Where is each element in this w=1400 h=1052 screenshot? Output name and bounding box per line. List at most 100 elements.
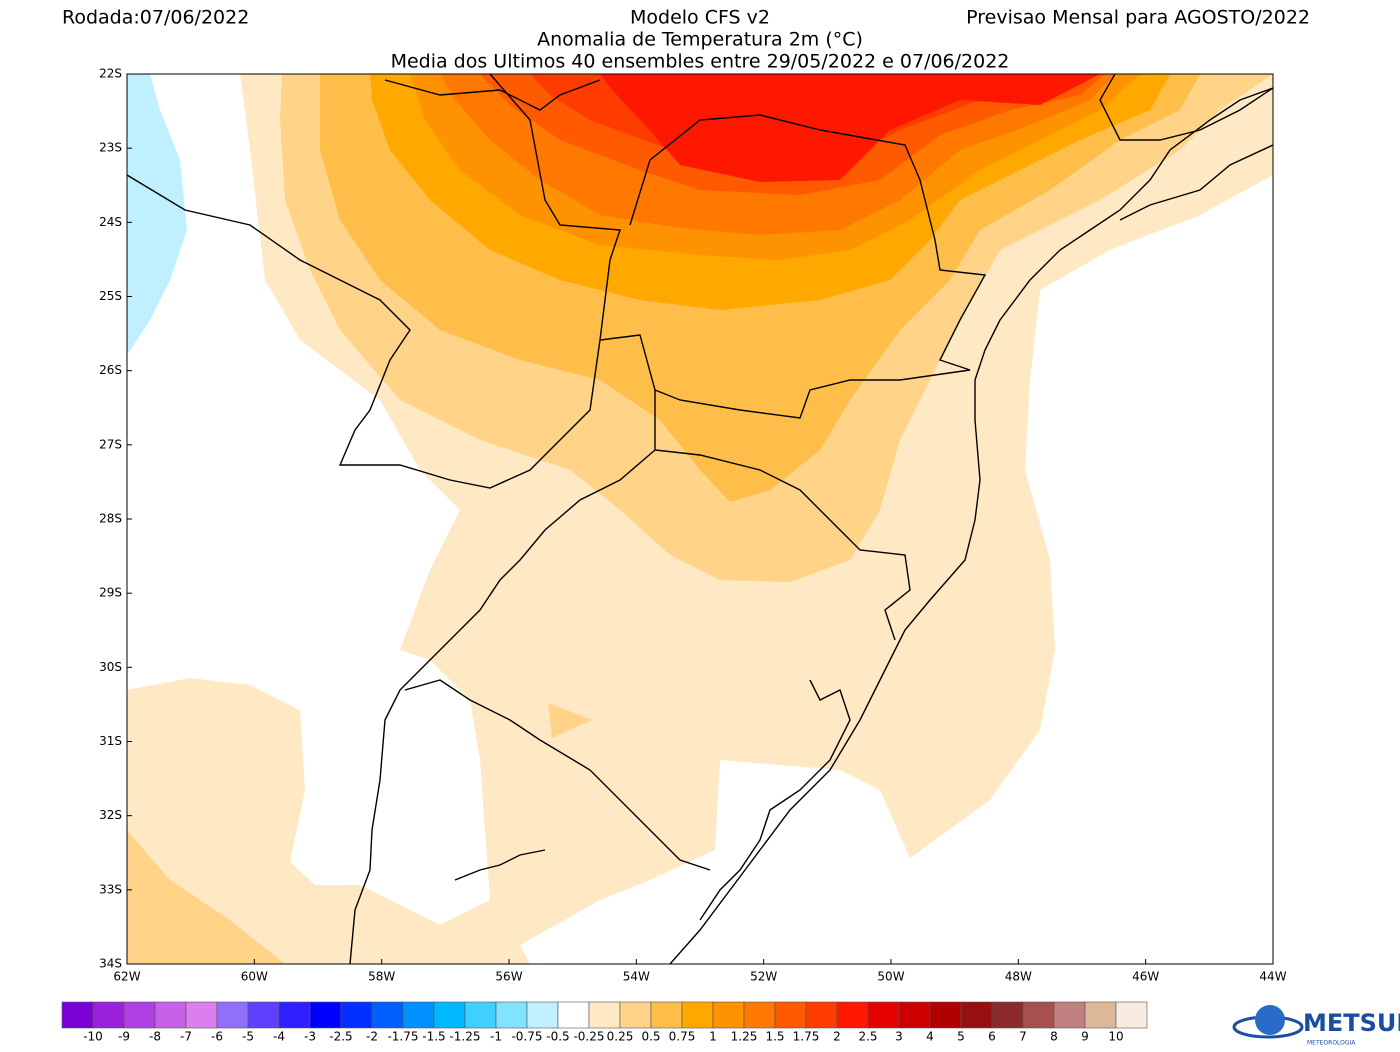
forecast: Previsao Mensal para AGOSTO/2022 bbox=[966, 7, 1310, 29]
colorbar-label: -2.5 bbox=[329, 1030, 352, 1044]
map-fill bbox=[127, 74, 1273, 964]
lat-label: 23S bbox=[99, 141, 122, 155]
colorbar-label: -0.75 bbox=[511, 1030, 542, 1044]
colorbar-box bbox=[743, 1001, 776, 1029]
lat-label: 34S bbox=[99, 957, 122, 971]
lat-label: 29S bbox=[99, 586, 122, 600]
colorbar-box bbox=[216, 1001, 249, 1029]
colorbar-label: 3 bbox=[895, 1030, 903, 1044]
lat-label: 30S bbox=[99, 660, 122, 674]
colorbar-box bbox=[309, 1001, 342, 1029]
colorbar-box bbox=[991, 1001, 1024, 1029]
colorbar-label: 2 bbox=[833, 1030, 841, 1044]
colorbar-label: -2 bbox=[366, 1030, 378, 1044]
colorbar-box bbox=[929, 1001, 962, 1029]
colorbar-box bbox=[464, 1001, 497, 1029]
lon-label: 50W bbox=[877, 970, 904, 984]
lat-label: 32S bbox=[99, 808, 122, 822]
colorbar-box bbox=[712, 1001, 745, 1029]
colorbar-label: 1.5 bbox=[765, 1030, 784, 1044]
logo-globe bbox=[1255, 1005, 1285, 1035]
colorbar-box bbox=[588, 1001, 621, 1029]
colorbar-label: 1.25 bbox=[731, 1030, 758, 1044]
colorbar-label: -10 bbox=[83, 1030, 103, 1044]
subtitle2: Media dos Ultimos 40 ensembles entre 29/… bbox=[391, 51, 1010, 73]
colorbar-box bbox=[92, 1001, 125, 1029]
lon-label: 54W bbox=[623, 970, 650, 984]
lon-label: 60W bbox=[241, 970, 268, 984]
lon-label: 56W bbox=[495, 970, 522, 984]
colorbar-label: 6 bbox=[988, 1030, 996, 1044]
colorbar-label: 1 bbox=[709, 1030, 717, 1044]
colorbar-label: 4 bbox=[926, 1030, 934, 1044]
lon-label: 58W bbox=[368, 970, 395, 984]
colorbar-box bbox=[557, 1001, 590, 1029]
colorbar-label: -9 bbox=[118, 1030, 130, 1044]
colorbar-box bbox=[898, 1001, 931, 1029]
colorbar-label: -8 bbox=[149, 1030, 161, 1044]
model: Modelo CFS v2 bbox=[630, 7, 770, 29]
logo: METSUL METEOROLOGIA bbox=[1232, 1005, 1400, 1047]
colorbar-box bbox=[185, 1001, 218, 1029]
colorbar-box bbox=[154, 1001, 187, 1029]
logo-name: METSUL bbox=[1303, 1009, 1400, 1037]
lat-label: 26S bbox=[99, 363, 122, 377]
colorbar-label: 0.5 bbox=[641, 1030, 660, 1044]
run-date: Rodada:07/06/2022 bbox=[62, 7, 249, 29]
colorbar-box bbox=[433, 1001, 466, 1029]
lon-label: 52W bbox=[750, 970, 777, 984]
colorbar-box bbox=[495, 1001, 528, 1029]
lon-label: 44W bbox=[1259, 970, 1286, 984]
colorbar-box bbox=[619, 1001, 652, 1029]
colorbar-label: -6 bbox=[211, 1030, 223, 1044]
colorbar-label: 2.5 bbox=[858, 1030, 877, 1044]
logo-tagline: METEOROLOGIA bbox=[1307, 1040, 1356, 1047]
lon-label: 48W bbox=[1005, 970, 1032, 984]
subtitle: Anomalia de Temperatura 2m (°C) bbox=[537, 29, 863, 51]
colorbar-label: -0.5 bbox=[546, 1030, 569, 1044]
colorbar-label: -4 bbox=[273, 1030, 285, 1044]
colorbar-box bbox=[805, 1001, 838, 1029]
colorbar-box bbox=[1053, 1001, 1086, 1029]
colorbar-label: -1.75 bbox=[387, 1030, 418, 1044]
lat-label: 27S bbox=[99, 437, 122, 451]
colorbar-label: 7 bbox=[1019, 1030, 1027, 1044]
colorbar-label: 1.75 bbox=[793, 1030, 820, 1044]
lat-label: 33S bbox=[99, 882, 122, 896]
colorbar-label: -1.5 bbox=[422, 1030, 445, 1044]
colorbar-box bbox=[650, 1001, 683, 1029]
colorbar-box bbox=[123, 1001, 156, 1029]
colorbar-label: 8 bbox=[1050, 1030, 1058, 1044]
colorbar-box bbox=[867, 1001, 900, 1029]
colorbar-box bbox=[278, 1001, 311, 1029]
colorbar-box bbox=[526, 1001, 559, 1029]
colorbar-label: -1.25 bbox=[449, 1030, 480, 1044]
colorbar-box bbox=[247, 1001, 280, 1029]
colorbar-label: 0.75 bbox=[669, 1030, 696, 1044]
lat-label: 22S bbox=[99, 67, 122, 81]
lat-label: 24S bbox=[99, 215, 122, 229]
colorbar-label: -7 bbox=[180, 1030, 192, 1044]
colorbar-label: 5 bbox=[957, 1030, 965, 1044]
colorbar-label: -3 bbox=[304, 1030, 316, 1044]
colorbar-box bbox=[681, 1001, 714, 1029]
colorbar-label: -5 bbox=[242, 1030, 254, 1044]
colorbar-label: -0.25 bbox=[573, 1030, 604, 1044]
colorbar-label: 9 bbox=[1081, 1030, 1089, 1044]
colorbar-box bbox=[402, 1001, 435, 1029]
colorbar-label: -1 bbox=[490, 1030, 502, 1044]
lon-label: 46W bbox=[1132, 970, 1159, 984]
lat-label: 31S bbox=[99, 734, 122, 748]
colorbar-box bbox=[774, 1001, 807, 1029]
colorbar-label: 10 bbox=[1108, 1030, 1123, 1044]
colorbar-box bbox=[340, 1001, 373, 1029]
colorbar-box bbox=[960, 1001, 993, 1029]
colorbar-box bbox=[1022, 1001, 1055, 1029]
colorbar-box bbox=[1084, 1001, 1117, 1029]
lat-label: 25S bbox=[99, 289, 122, 303]
lat-label: 28S bbox=[99, 512, 122, 526]
colorbar-label: 0.25 bbox=[607, 1030, 634, 1044]
lon-label: 62W bbox=[113, 970, 140, 984]
colorbar-box bbox=[61, 1001, 94, 1029]
